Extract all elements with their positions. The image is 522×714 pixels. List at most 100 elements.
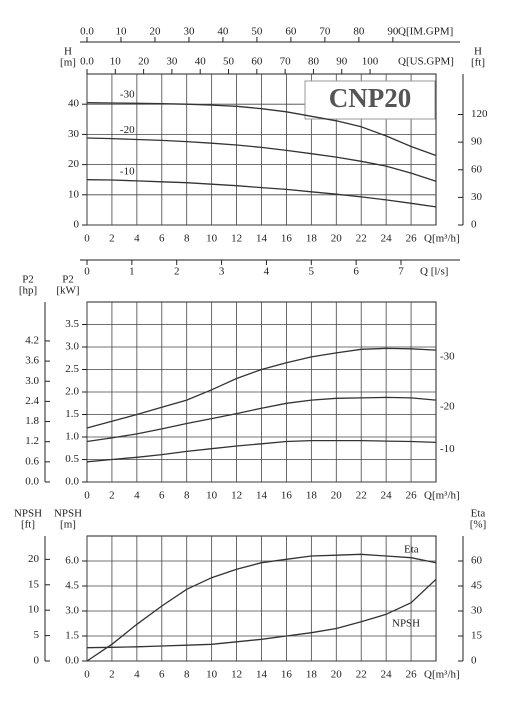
x-axis-label: Q[m³/h]: [424, 233, 460, 245]
x-tick-label: 8: [184, 233, 190, 245]
x-tick-label: 10: [206, 233, 218, 245]
y-tick-label: 10: [68, 188, 80, 200]
x2-axis-label: Q[US.GPM]: [398, 56, 454, 68]
x-tick-label: 18: [306, 669, 318, 681]
series-label: -20: [440, 401, 455, 413]
y2-tick-label: 15: [471, 630, 483, 642]
y-tick-label: 2.0: [65, 386, 79, 398]
series-label: -30: [440, 351, 455, 363]
x2-tick-label: 90: [336, 56, 348, 68]
series-line: [86, 347, 437, 429]
x-tick-label: 0: [84, 490, 90, 502]
y2-tick-label: 120: [471, 108, 488, 120]
y-tick-label: 6.0: [65, 555, 79, 567]
y-axis-label: H: [64, 46, 72, 58]
x-tick-label: 26: [406, 669, 418, 681]
x4-tick-label: 3: [219, 266, 225, 278]
x-tick-label: 22: [356, 669, 367, 681]
y3-tick-label: 0.6: [25, 455, 39, 467]
x-tick-label: 24: [381, 490, 393, 502]
x-tick-label: 6: [159, 233, 165, 245]
x-tick-label: 18: [306, 233, 318, 245]
y2-tick-label: 30: [471, 191, 483, 203]
x3-tick-label: 10: [115, 26, 127, 38]
x-tick-label: 24: [381, 669, 393, 681]
series-label: Eta: [404, 544, 419, 556]
y3-tick-label: 15: [28, 578, 40, 590]
x4-tick-label: 0: [84, 266, 90, 278]
x3-tick-label: 40: [217, 26, 229, 38]
series-line: [86, 553, 437, 662]
y-tick-label: 30: [68, 128, 80, 140]
x3-tick-label: 0.0: [80, 26, 94, 38]
y3-tick-label: 3.0: [25, 375, 39, 387]
y3-tick-label: 1.8: [25, 415, 39, 427]
y-axis-label: [m]: [60, 519, 76, 531]
y-tick-label: 40: [68, 98, 80, 110]
series-line: [86, 439, 437, 463]
y2-tick-label: 60: [471, 163, 483, 175]
x3-tick-label: 70: [319, 26, 331, 38]
y2-axis-label: [ft]: [471, 57, 485, 69]
x3-tick-label: 90: [387, 26, 399, 38]
x-tick-label: 20: [331, 490, 343, 502]
y3-tick-label: 0.0: [25, 476, 39, 488]
x-tick-label: 6: [159, 669, 165, 681]
y2-axis-label: H: [474, 46, 482, 58]
y3-axis-label: [hp]: [19, 285, 37, 297]
y-tick-label: 3.0: [65, 341, 79, 353]
x-tick-label: 20: [331, 669, 343, 681]
x4-axis-label: Q [l/s]: [420, 266, 448, 278]
x3-axis-label: Q[IM.GPM]: [398, 26, 453, 38]
x4-tick-label: 4: [264, 266, 270, 278]
x-tick-label: 6: [159, 490, 165, 502]
series-label: -20: [120, 124, 135, 136]
y-tick-label: 2.5: [65, 363, 79, 375]
x-tick-label: 12: [231, 490, 242, 502]
y3-tick-label: 10: [28, 604, 40, 616]
x3-tick-label: 80: [353, 26, 365, 38]
x2-tick-label: 20: [138, 56, 150, 68]
series-line: [86, 396, 437, 443]
y2-tick-label: 45: [471, 580, 483, 592]
x-tick-label: 14: [256, 669, 268, 681]
x-tick-label: 14: [256, 233, 268, 245]
y3-tick-label: 5: [34, 629, 40, 641]
x-tick-label: 8: [184, 669, 190, 681]
y-tick-label: 1.0: [65, 431, 79, 443]
y-tick-label: 4.5: [65, 580, 79, 592]
y-axis-label: P2: [62, 274, 74, 286]
y2-axis-label: Eta: [471, 508, 486, 520]
x-tick-label: 24: [381, 233, 393, 245]
y3-axis-label: [ft]: [21, 519, 35, 531]
series-line: [86, 102, 437, 157]
x-tick-label: 26: [406, 233, 418, 245]
series-line: [86, 578, 437, 649]
series-label: -30: [120, 89, 135, 101]
x2-tick-label: 50: [223, 56, 235, 68]
x4-tick-label: 5: [309, 266, 315, 278]
x-tick-label: 18: [306, 490, 318, 502]
x-tick-label: 2: [109, 669, 115, 681]
y-tick-label: 0.0: [65, 655, 79, 667]
y2-tick-label: 0: [471, 219, 477, 231]
x-tick-label: 4: [134, 490, 140, 502]
title-box: [304, 80, 436, 120]
y2-tick-label: 0: [471, 655, 477, 667]
series-line: [86, 137, 437, 182]
x-tick-label: 0: [84, 669, 90, 681]
y-axis-label: [m]: [60, 57, 76, 69]
series-line: [86, 179, 437, 208]
x-tick-label: 22: [356, 233, 367, 245]
x-axis-label: Q[m³/h]: [424, 490, 460, 502]
x4-tick-label: 1: [129, 266, 135, 278]
y2-axis-label: [%]: [470, 519, 487, 531]
x4-tick-label: 2: [174, 266, 180, 278]
x3-tick-label: 30: [183, 26, 195, 38]
x2-tick-label: 60: [251, 56, 263, 68]
y3-tick-label: 2.4: [25, 395, 39, 407]
x2-tick-label: 70: [280, 56, 292, 68]
x-tick-label: 16: [281, 490, 293, 502]
x-tick-label: 16: [281, 669, 293, 681]
